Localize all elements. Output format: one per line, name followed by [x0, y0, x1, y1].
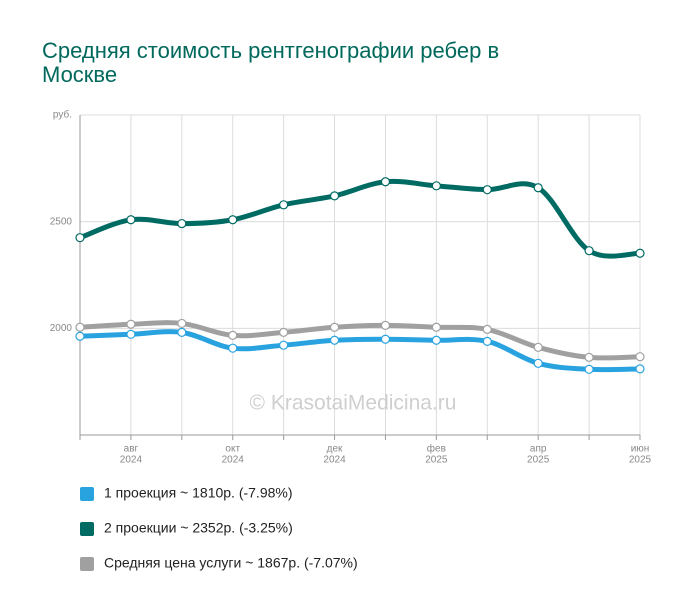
data-point — [431, 181, 441, 191]
series-line — [77, 178, 643, 259]
x-tick-label: фев — [427, 443, 446, 455]
data-point — [584, 352, 594, 362]
data-point — [533, 183, 543, 193]
data-point — [482, 185, 492, 195]
data-point — [75, 322, 85, 332]
data-point — [126, 329, 136, 339]
data-point — [329, 191, 340, 201]
data-point — [228, 330, 238, 340]
data-point — [75, 331, 85, 341]
y-tick-label: 2500 — [50, 216, 73, 227]
data-point — [279, 340, 289, 350]
data-point — [329, 322, 340, 332]
data-point — [482, 336, 492, 346]
x-tick-label: дек — [327, 444, 343, 455]
y-tick-label: руб. — [53, 109, 72, 121]
x-tick-label: окт — [225, 444, 240, 455]
data-point — [584, 364, 594, 374]
data-point — [228, 215, 238, 225]
data-point — [177, 327, 187, 337]
chart-title: Москве — [42, 62, 117, 87]
x-tick-label: 2024 — [120, 455, 143, 466]
data-point — [126, 215, 136, 225]
chart-title: Средняя стоимость рентгенографии ребер в — [42, 38, 499, 63]
data-point — [279, 327, 289, 337]
data-point — [635, 248, 645, 258]
x-tick-label: 2025 — [425, 455, 448, 466]
data-point — [482, 324, 492, 334]
x-tick-label: 2025 — [629, 455, 652, 466]
data-point — [380, 177, 391, 187]
data-point — [635, 352, 645, 362]
data-point — [329, 335, 340, 345]
data-point — [126, 319, 136, 329]
y-tick-label: 2000 — [50, 323, 73, 334]
legend-swatch — [80, 557, 94, 571]
data-point — [279, 200, 289, 210]
data-point — [584, 246, 594, 256]
data-point — [635, 364, 645, 374]
data-point — [177, 218, 187, 229]
x-tick-label: авг — [124, 444, 139, 455]
legend-swatch — [80, 487, 94, 501]
data-point — [75, 233, 85, 243]
x-tick-label: 2024 — [222, 455, 245, 466]
legend-label: 2 проекции ~ 2352р. (-3.25%) — [104, 520, 293, 536]
data-point — [431, 335, 441, 345]
x-tick-label: 2025 — [527, 455, 550, 466]
x-tick-label: апр — [530, 444, 547, 455]
legend-swatch — [80, 522, 94, 536]
x-tick-label: 2024 — [323, 455, 346, 466]
data-point — [228, 343, 238, 353]
data-point — [533, 342, 543, 352]
legend-label: Средняя цена услуги ~ 1867р. (-7.07%) — [104, 555, 358, 571]
data-point — [380, 320, 391, 330]
watermark: © KrasotaiMedicina.ru — [250, 392, 457, 415]
data-point — [177, 318, 187, 329]
legend-label: 1 проекция ~ 1810р. (-7.98%) — [104, 485, 293, 501]
data-point — [380, 334, 391, 344]
data-point — [431, 322, 441, 332]
data-point — [533, 358, 543, 368]
x-tick-label: июн — [631, 444, 650, 455]
